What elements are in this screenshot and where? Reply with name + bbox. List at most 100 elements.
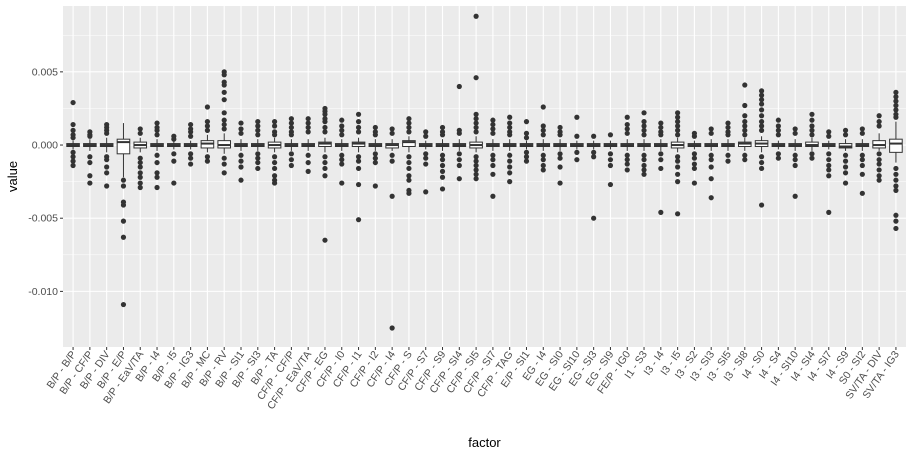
outlier-point (389, 152, 395, 158)
box (234, 120, 248, 183)
outlier-point (809, 123, 815, 129)
outlier-point (322, 154, 328, 160)
box (670, 110, 685, 217)
outlier-point (775, 132, 781, 138)
outlier-point (523, 158, 530, 164)
outlier-point (288, 120, 294, 126)
outlier-point (406, 173, 412, 179)
outlier-point (305, 152, 311, 158)
outlier-point (507, 179, 513, 185)
outlier-point (675, 179, 681, 185)
outlier-point (641, 132, 647, 138)
outlier-point (507, 158, 513, 164)
outlier-point (137, 170, 143, 176)
outlier-point (305, 116, 311, 122)
box (318, 105, 332, 243)
outlier-point (305, 159, 311, 166)
outlier-point (423, 189, 429, 195)
outlier-point (188, 121, 194, 128)
outlier-point (120, 183, 127, 189)
outlier-point (758, 127, 765, 133)
outlier-point (339, 127, 345, 133)
outlier-point (137, 180, 143, 186)
outlier-point (540, 152, 546, 158)
outlier-point (523, 119, 530, 125)
outlier-point (490, 121, 496, 128)
outlier-point (893, 94, 899, 100)
outlier-point (137, 126, 143, 132)
outlier-point (120, 301, 127, 308)
outlier-point (456, 130, 462, 136)
outlier-point (372, 155, 378, 161)
outlier-point (876, 113, 882, 119)
outlier-point (826, 173, 832, 179)
outlier-point (557, 180, 563, 186)
box (217, 69, 232, 176)
outlier-point (154, 127, 160, 133)
outlier-point (389, 158, 395, 164)
box-iqr (889, 138, 903, 153)
outlier-point (372, 151, 378, 157)
outlier-point (641, 162, 647, 169)
outlier-point (826, 209, 832, 215)
box (889, 89, 903, 232)
outlier-point (842, 180, 849, 186)
outlier-point (893, 225, 899, 232)
outlier-point (893, 102, 899, 109)
outlier-point (355, 158, 362, 164)
outlier-point (473, 129, 479, 135)
box (704, 126, 719, 201)
outlier-point (675, 154, 681, 160)
outlier-point (675, 114, 681, 120)
outlier-point (305, 168, 311, 174)
outlier-point (725, 132, 731, 138)
box (267, 119, 282, 186)
outlier-point (87, 154, 93, 160)
outlier-point (742, 102, 748, 109)
outlier-point (305, 120, 311, 126)
outlier-point (540, 104, 546, 110)
outlier-point (439, 157, 446, 163)
box (721, 120, 735, 164)
outlier-point (473, 111, 479, 117)
outlier-point (758, 159, 765, 166)
outlier-point (641, 157, 647, 163)
outlier-point (456, 151, 462, 157)
outlier-point (809, 127, 815, 133)
outlier-point (658, 165, 664, 172)
outlier-point (188, 151, 194, 157)
outlier-point (238, 130, 244, 136)
outlier-point (372, 124, 378, 131)
outlier-point (255, 165, 261, 172)
outlier-point (826, 167, 832, 173)
outlier-point (574, 149, 580, 155)
outlier-point (876, 161, 882, 167)
outlier-point (456, 162, 462, 169)
box (570, 114, 584, 163)
outlier-point (154, 184, 160, 191)
box (553, 124, 567, 186)
box (654, 120, 668, 215)
box (502, 114, 517, 185)
outlier-point (255, 151, 261, 157)
outlier-point (171, 151, 177, 157)
outlier-point (87, 133, 93, 139)
outlier-point (758, 113, 765, 119)
outlier-point (658, 209, 664, 215)
outlier-point (725, 152, 731, 158)
outlier-point (809, 155, 815, 161)
outlier-point (658, 151, 664, 157)
outlier-point (708, 152, 714, 158)
outlier-point (104, 130, 110, 136)
outlier-point (876, 177, 882, 183)
outlier-point (507, 114, 513, 120)
outlier-point (154, 174, 160, 180)
outlier-point (876, 119, 882, 125)
outlier-point (893, 98, 899, 104)
outlier-point (406, 159, 412, 166)
outlier-point (557, 132, 563, 138)
outlier-point (792, 193, 798, 199)
box (469, 13, 483, 182)
y-tick-label: -0.005 (28, 213, 58, 225)
outlier-point (255, 159, 261, 166)
